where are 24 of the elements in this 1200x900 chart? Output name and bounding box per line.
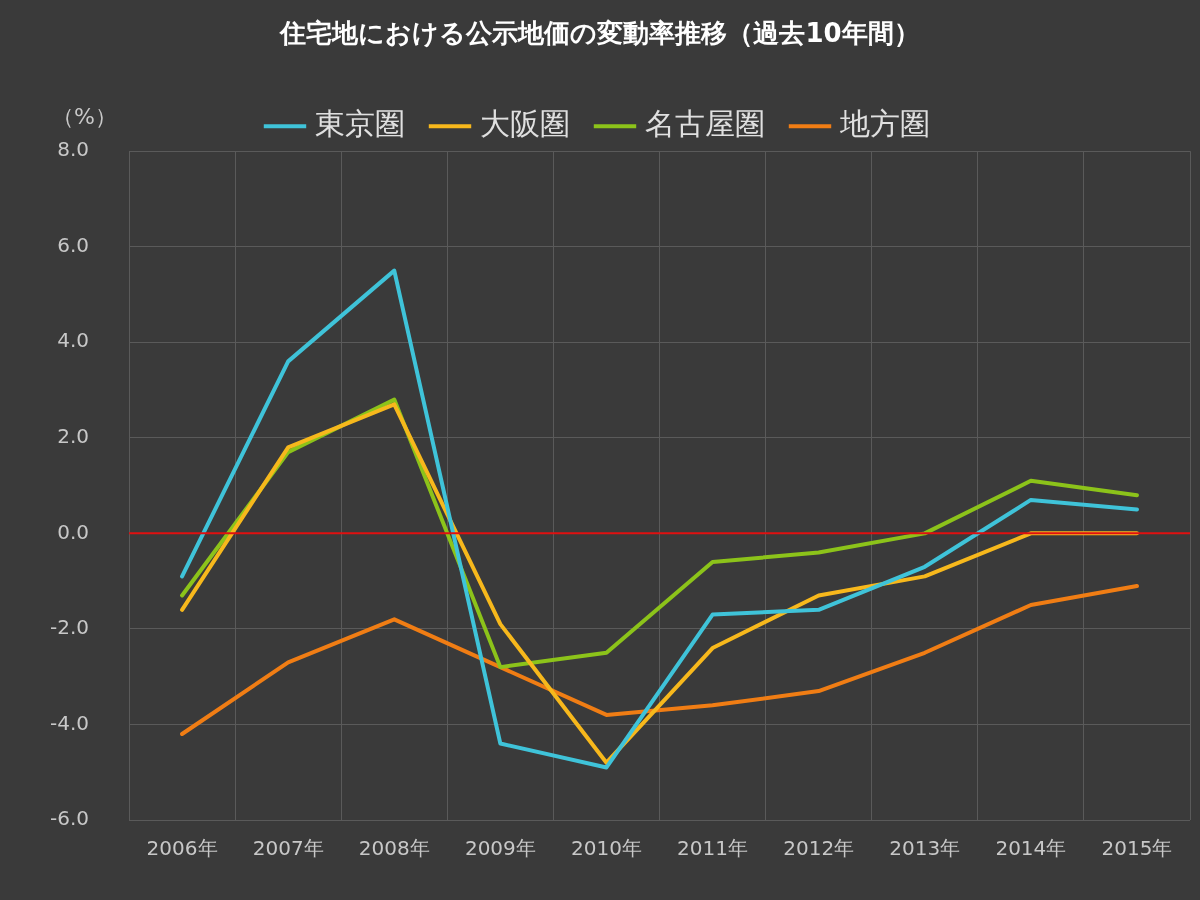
y-tick-label: -2.0 [49, 615, 90, 640]
x-tick-label: 2011年 [677, 836, 749, 861]
x-tick-label: 2012年 [783, 836, 855, 861]
x-tick-label: 2013年 [889, 836, 961, 861]
x-tick-label: 2014年 [995, 836, 1067, 861]
x-tick-label: 2008年 [358, 836, 430, 861]
y-tick-label: 6.0 [57, 232, 90, 257]
y-tick-label: 0.0 [57, 519, 90, 544]
y-tick-label: 8.0 [57, 137, 90, 162]
legend-label: 地方圏 [839, 106, 930, 141]
legend-label: 大阪圏 [480, 106, 570, 141]
x-tick-label: 2015年 [1101, 836, 1173, 861]
y-tick-label: 4.0 [57, 328, 90, 353]
chart-title: 住宅地における公示地価の変動率推移（過去10年間） [279, 18, 920, 49]
y-tick-label: -4.0 [49, 710, 90, 735]
legend-label: 東京圏 [315, 106, 405, 141]
x-tick-label: 2006年 [146, 836, 218, 861]
y-tick-label: 2.0 [57, 424, 90, 449]
y-tick-label: -6.0 [49, 806, 90, 831]
x-tick-label: 2010年 [571, 836, 642, 861]
y-axis-title: （%） [52, 103, 117, 129]
x-tick-label: 2009年 [464, 836, 536, 861]
x-tick-label: 2007年 [252, 836, 324, 861]
legend-label: 名古屋圏 [645, 106, 765, 141]
